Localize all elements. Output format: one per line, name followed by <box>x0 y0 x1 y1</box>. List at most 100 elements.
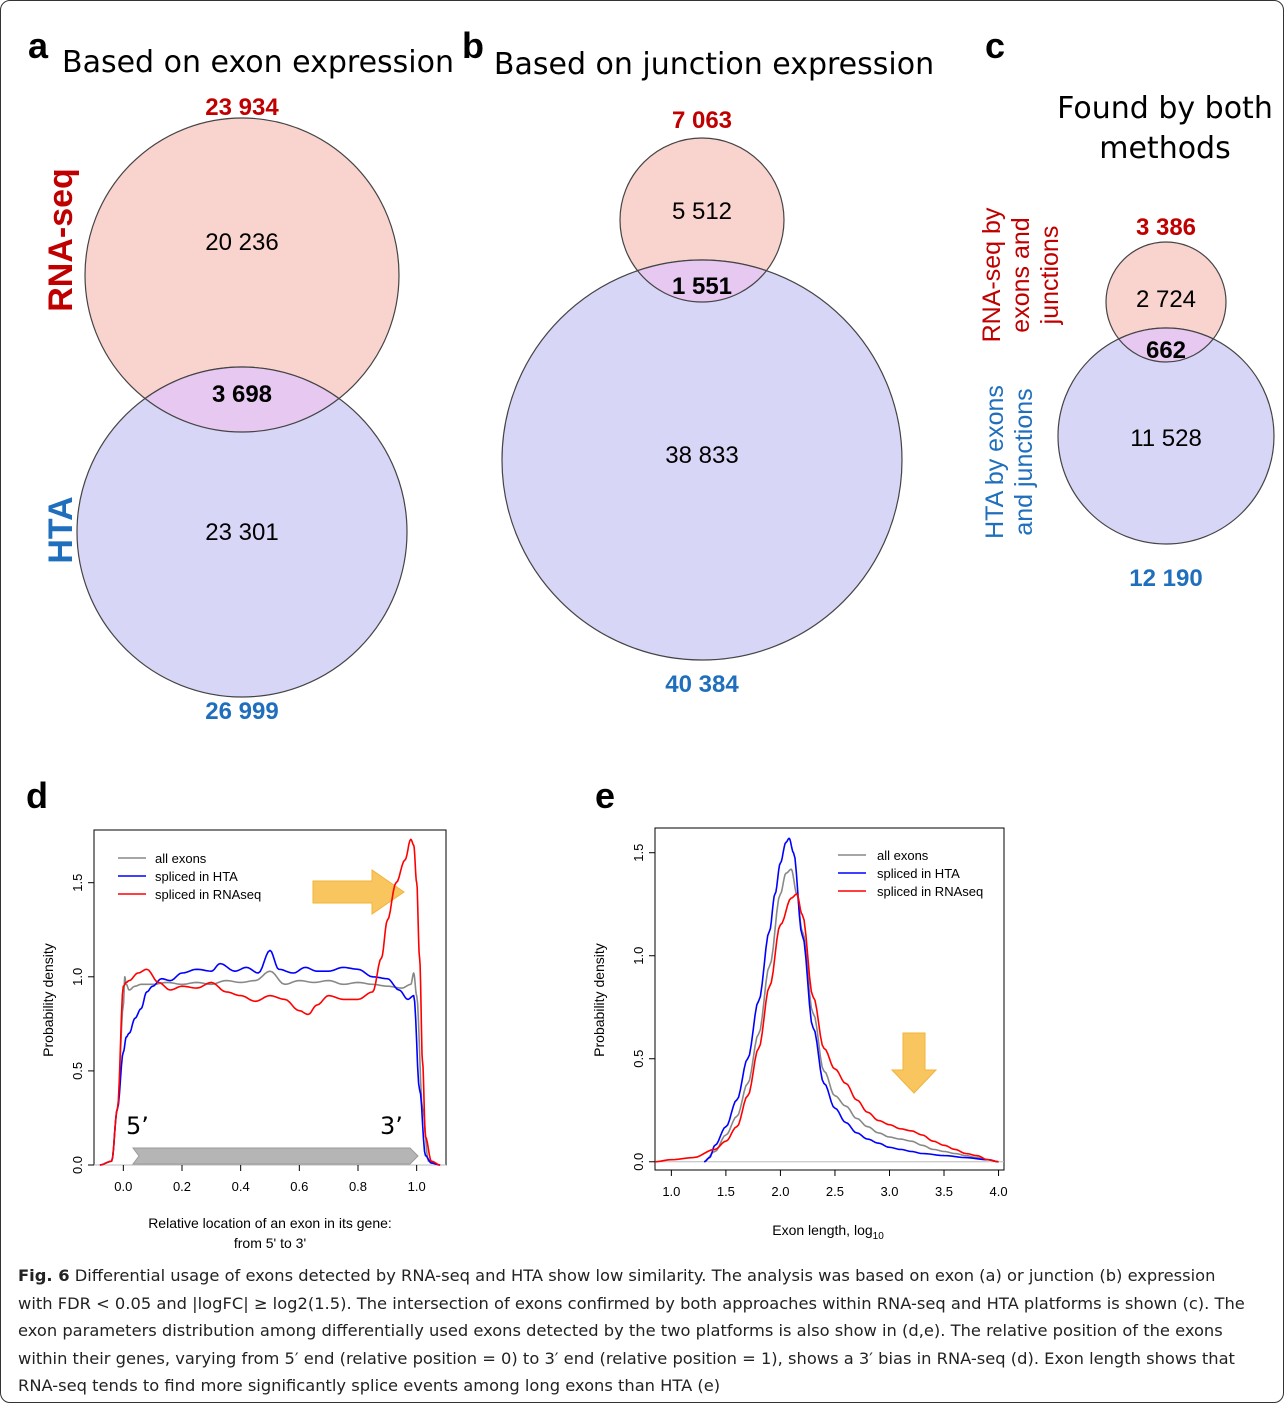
x-tick-label: 0.0 <box>114 1179 132 1194</box>
venn-c-intersection-count: 662 <box>1146 337 1186 364</box>
chart-d-legend: all exons spliced in HTA spliced in RNAs… <box>107 848 277 902</box>
legend-label-all-exons: all exons <box>877 848 929 863</box>
y-tick-label: 1.5 <box>631 844 646 862</box>
caption-line-1: Fig. 6 Differential usage of exons detec… <box>18 1262 1268 1290</box>
three-prime-bias-arrow-icon <box>312 869 405 915</box>
venn-b-only-bottom: 38 833 <box>665 442 738 469</box>
venn-c-only-bottom: 11 528 <box>1130 425 1202 452</box>
series-line-spliced-in-hta <box>99 949 441 1166</box>
five-prime-label: 5’ <box>126 1112 149 1140</box>
venn-c: c Found by both methods 3 386 2 724 662 … <box>978 25 1275 592</box>
series-line-spliced-in-rnaseq <box>99 838 441 1166</box>
venn-a-hta-label: HTA <box>42 496 80 563</box>
venn-c-rnaseq-label-line1: RNA-seq by <box>978 207 1006 342</box>
venn-c-hta-label-line2: and junctions <box>1010 388 1038 535</box>
venn-a-bottom-total: 26 999 <box>205 698 278 725</box>
venn-c-rnaseq-label-line3: junctions <box>1036 226 1064 326</box>
panel-letter-e: e <box>595 775 615 816</box>
long-exon-arrow-icon <box>890 1032 938 1094</box>
panel-letter-a: a <box>28 25 49 66</box>
x-tick-label: 0.6 <box>290 1179 308 1194</box>
chart-d-y-axis: 0.0 0.5 1.0 1.5 <box>70 874 94 1174</box>
chart-e-xlabel-subscript: 10 <box>873 1231 885 1242</box>
venn-a-top-total: 23 934 <box>205 94 279 121</box>
y-tick-label: 0.0 <box>631 1153 646 1171</box>
y-tick-label: 0.0 <box>70 1156 85 1174</box>
chart-d-legend-box <box>107 848 277 902</box>
chart-e-legend: all exons spliced in HTA spliced in RNAs… <box>838 848 983 899</box>
chart-d-x-axis: 0.0 0.2 0.4 0.6 0.8 1.0 <box>114 1165 426 1194</box>
chart-d: d 0.0 0.2 0.4 0.6 0.8 1.0 0.00.51.01.5 5’ 3’ … <box>26 775 447 1251</box>
venn-a: a Based on exon expression 23 934 20 236… <box>28 25 454 725</box>
x-tick-label: 0.4 <box>232 1179 250 1194</box>
legend-label-spliced-rnaseq: spliced in RNAseq <box>155 887 261 902</box>
caption-line-2: with FDR < 0.05 and |logFC| ≥ log2(1.5).… <box>18 1293 1245 1313</box>
y-tick-label: 1.0 <box>631 947 646 965</box>
venn-a-title: Based on exon expression <box>62 45 454 80</box>
chart-d-series <box>99 838 441 1166</box>
x-tick-label: 3.0 <box>880 1184 898 1199</box>
caption-line-4: within their genes, varying from 5′ end … <box>18 1348 1235 1368</box>
panel-letter-d: d <box>26 775 48 816</box>
x-tick-label: 3.5 <box>935 1184 953 1199</box>
venn-a-rnaseq-label: RNA-seq <box>42 168 80 312</box>
caption-line-1-text: Differential usage of exons detected by … <box>69 1266 1216 1285</box>
chart-e-xlabel: Exon length, log10 <box>772 1222 884 1242</box>
x-tick-label: 0.8 <box>349 1179 367 1194</box>
series-line-all-exons <box>703 868 999 1163</box>
venn-c-bottom-total: 12 190 <box>1129 565 1202 592</box>
venn-c-rnaseq-label: RNA-seq by exons and junctions <box>978 207 1064 342</box>
y-tick-label: 1.5 <box>70 874 85 892</box>
venn-a-intersection <box>144 366 340 433</box>
venn-c-intersection <box>1117 327 1215 363</box>
venn-b-top-total: 7 063 <box>672 107 732 134</box>
chart-e-ylabel: Probability density <box>591 943 607 1057</box>
chart-e-xlabel-main: Exon length, log <box>772 1222 872 1238</box>
x-tick-label: 4.0 <box>990 1184 1008 1199</box>
chart-d-xlabel-line2: from 5' to 3' <box>234 1235 306 1251</box>
series-line-spliced-in-rnaseq <box>654 893 999 1163</box>
chart-d-ylabel: Probability density <box>40 943 56 1057</box>
y-tick-label: 1.0 <box>70 968 85 986</box>
venn-b-only-top: 5 512 <box>672 198 732 225</box>
caption-line-3: exon parameters distribution among diffe… <box>18 1321 1223 1340</box>
venn-b-intersection <box>636 259 768 303</box>
venn-b-bottom-total: 40 384 <box>665 671 739 698</box>
x-tick-label: 2.0 <box>771 1184 789 1199</box>
x-tick-label: 0.2 <box>173 1179 191 1194</box>
chart-d-xlabel-line1: Relative location of an exon in its gene… <box>148 1215 392 1231</box>
x-tick-label: 1.0 <box>408 1179 426 1194</box>
venn-b-intersection-count: 1 551 <box>672 273 732 300</box>
chart-e-y-axis: 0.0 0.5 1.0 1.5 <box>631 844 655 1171</box>
venn-c-title-line1: Found by both <box>1057 91 1273 126</box>
panel-letter-b: b <box>462 25 484 66</box>
legend-label-spliced-rnaseq: spliced in RNAseq <box>877 884 983 899</box>
x-tick-label: 1.0 <box>662 1184 680 1199</box>
venn-a-only-top: 20 236 <box>205 229 278 256</box>
chart-e-series <box>654 837 999 1163</box>
venn-a-only-bottom: 23 301 <box>205 519 278 546</box>
venn-c-rnaseq-label-line2: exons and <box>1007 217 1035 332</box>
venn-c-hta-label-line1: HTA by exons <box>981 385 1009 539</box>
chart-e-x-axis: 1.0 1.5 2.0 2.5 3.0 3.5 4.0 <box>662 1170 1008 1199</box>
legend-label-spliced-hta: spliced in HTA <box>877 866 960 881</box>
x-tick-label: 1.5 <box>717 1184 735 1199</box>
figure-caption: Fig. 6 Differential usage of exons detec… <box>18 1262 1268 1400</box>
caption-figure-label: Fig. 6 <box>18 1266 70 1285</box>
venn-c-title-line2: methods <box>1099 131 1230 166</box>
venn-c-top-total: 3 386 <box>1136 214 1196 241</box>
venn-b-title: Based on junction expression <box>494 47 934 82</box>
gene-direction-arrow <box>132 1147 419 1165</box>
y-tick-label: 0.5 <box>631 1050 646 1068</box>
series-line-all-exons <box>99 970 441 1166</box>
figure-canvas: a Based on exon expression 23 934 20 236… <box>26 25 1275 1251</box>
venn-c-hta-label: HTA by exons and junctions <box>981 385 1038 539</box>
series-line-spliced-in-hta <box>703 837 999 1163</box>
legend-label-spliced-hta: spliced in HTA <box>155 869 238 884</box>
venn-b: b Based on junction expression 7 063 5 5… <box>462 25 934 698</box>
panel-letter-c: c <box>985 25 1005 66</box>
venn-c-only-top: 2 724 <box>1136 286 1196 313</box>
legend-label-all-exons: all exons <box>155 851 207 866</box>
y-tick-label: 0.5 <box>70 1062 85 1080</box>
